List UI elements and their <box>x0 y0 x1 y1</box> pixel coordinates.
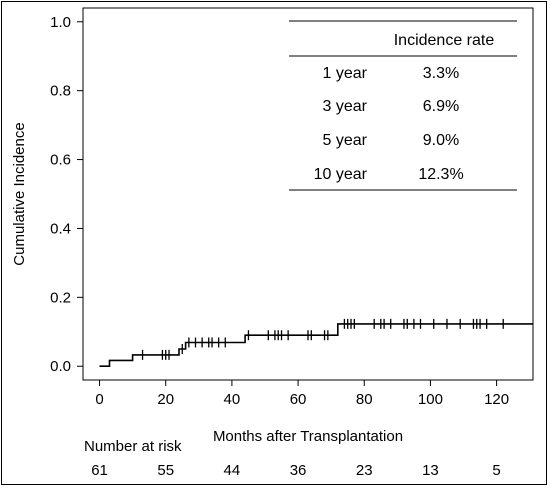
x-axis-label: Months after Transplantation <box>213 428 403 445</box>
incidence-row-label: 5 year <box>323 132 368 149</box>
risk-count: 36 <box>290 462 307 479</box>
risk-count: 61 <box>91 462 108 479</box>
y-tick-label: 1.0 <box>50 14 71 31</box>
incidence-row-label: 1 year <box>323 65 368 82</box>
risk-count: 13 <box>422 462 439 479</box>
x-tick-label: 120 <box>484 391 509 408</box>
cumulative-incidence-curve <box>99 323 533 368</box>
risk-count: 55 <box>157 462 174 479</box>
risk-count: 23 <box>356 462 373 479</box>
incidence-row-value: 6.9% <box>423 98 459 115</box>
y-tick-label: 0.2 <box>50 289 71 306</box>
incidence-table-header: Incidence rate <box>394 32 495 49</box>
plot-area <box>82 7 534 381</box>
x-tick-label: 80 <box>356 391 373 408</box>
y-axis-label: Cumulative Incidence <box>11 122 28 265</box>
x-tick-label: 0 <box>95 391 103 408</box>
y-tick-label: 0.4 <box>50 220 71 237</box>
incidence-row-value: 12.3% <box>418 166 463 183</box>
risk-count: 44 <box>224 462 241 479</box>
risk-count: 5 <box>492 462 500 479</box>
incidence-row-label: 10 year <box>314 166 368 183</box>
x-tick-label: 20 <box>157 391 174 408</box>
y-tick-label: 0.0 <box>50 358 71 375</box>
x-tick-label: 60 <box>290 391 307 408</box>
risk-table-title: Number at risk <box>84 438 182 455</box>
y-tick-label: 0.6 <box>50 152 71 169</box>
x-tick-label: 40 <box>224 391 241 408</box>
incidence-row-value: 9.0% <box>423 132 459 149</box>
y-tick-label: 0.8 <box>50 83 71 100</box>
incidence-table: Incidence rate 1 year 3.3% 3 year 6.9% 5 yea… <box>289 20 517 191</box>
incidence-row-value: 3.3% <box>423 65 459 82</box>
incidence-row-label: 3 year <box>323 98 368 115</box>
x-tick-label: 100 <box>418 391 443 408</box>
